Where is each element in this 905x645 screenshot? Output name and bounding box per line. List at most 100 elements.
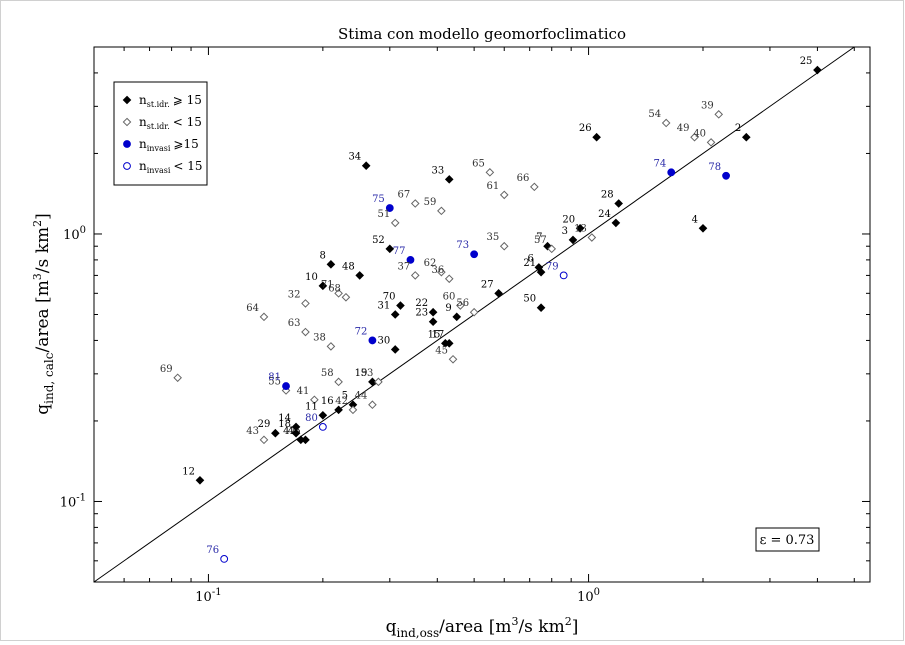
data-point-76 xyxy=(220,554,229,563)
data-point-51 xyxy=(390,218,400,228)
point-label-76: 76 xyxy=(206,545,219,556)
point-label-26: 26 xyxy=(579,123,592,134)
point-label-60: 60 xyxy=(443,292,456,303)
x-tick-label: 10-1 xyxy=(195,587,221,605)
point-label-33: 33 xyxy=(431,165,444,176)
data-point-11 xyxy=(318,410,328,420)
data-point-61 xyxy=(499,190,509,200)
legend-label-3: ninvasi ⩾15 xyxy=(139,137,199,153)
data-point-28 xyxy=(614,199,623,208)
data-point-73 xyxy=(470,250,479,259)
data-point-56 xyxy=(469,307,479,317)
data-point-21 xyxy=(536,267,546,277)
point-label-52: 52 xyxy=(372,235,385,246)
legend-label-4: ninvasi < 15 xyxy=(139,159,203,175)
data-point-20 xyxy=(575,223,585,233)
point-label-20: 20 xyxy=(562,214,575,225)
point-label-4: 4 xyxy=(692,214,698,225)
data-point-71 xyxy=(334,289,343,298)
data-point-13 xyxy=(587,233,597,242)
point-label-12: 12 xyxy=(182,466,195,477)
point-label-55: 55 xyxy=(268,376,281,387)
point-label-3: 3 xyxy=(562,226,568,237)
data-point-62 xyxy=(437,267,446,277)
data-point-55 xyxy=(281,386,291,395)
data-point-19 xyxy=(368,377,377,387)
data-point-35 xyxy=(499,241,509,251)
point-label-45: 45 xyxy=(435,345,448,356)
point-label-57: 57 xyxy=(534,235,547,246)
data-point-67 xyxy=(410,199,420,208)
data-point-80 xyxy=(318,423,327,431)
legend-marker-4 xyxy=(123,162,131,170)
point-label-73: 73 xyxy=(456,240,469,251)
legend-label-2: nst.idr. < 15 xyxy=(139,115,202,131)
data-point-22 xyxy=(428,307,438,317)
point-label-77: 77 xyxy=(393,246,406,257)
data-point-57 xyxy=(547,244,557,254)
data-point-72 xyxy=(368,336,377,345)
point-label-36: 36 xyxy=(431,265,444,276)
point-label-70: 70 xyxy=(383,292,396,303)
data-point-81 xyxy=(282,382,290,390)
point-label-31: 31 xyxy=(377,301,390,312)
point-label-53: 53 xyxy=(361,368,374,379)
data-point-54 xyxy=(661,118,671,128)
data-point-24 xyxy=(611,218,621,228)
point-label-46: 46 xyxy=(288,426,301,437)
data-point-39 xyxy=(714,110,724,119)
data-point-32 xyxy=(301,299,310,308)
chart-title: Stima con modello geomorfoclimatico xyxy=(338,25,626,43)
axis-ticks: 10-1 100 10-1 100 xyxy=(60,46,870,605)
point-label-40: 40 xyxy=(693,128,706,139)
point-label-41: 41 xyxy=(297,386,310,397)
point-label-62: 62 xyxy=(424,258,437,269)
point-label-34: 34 xyxy=(348,152,361,163)
epsilon-label: ε = 0.73 xyxy=(760,533,815,548)
data-point-4 xyxy=(698,223,708,233)
data-point-17 xyxy=(444,339,454,348)
point-label-59: 59 xyxy=(424,197,437,208)
data-point-70 xyxy=(396,301,405,310)
point-label-23: 23 xyxy=(415,308,428,319)
data-point-25 xyxy=(813,65,822,75)
point-label-17: 17 xyxy=(431,329,444,340)
point-label-71: 71 xyxy=(321,279,334,290)
point-label-72: 72 xyxy=(355,326,368,337)
point-label-22: 22 xyxy=(415,298,428,309)
point-label-30: 30 xyxy=(377,335,390,346)
point-label-65: 65 xyxy=(472,158,485,169)
data-point-36 xyxy=(444,274,454,284)
point-label-42: 42 xyxy=(335,396,348,407)
legend-marker-2 xyxy=(122,117,132,127)
point-label-61: 61 xyxy=(486,181,499,192)
point-label-58: 58 xyxy=(321,368,334,379)
point-label-64: 64 xyxy=(246,303,259,314)
data-point-33 xyxy=(444,175,454,184)
point-label-37: 37 xyxy=(398,261,411,272)
point-label-18: 18 xyxy=(278,419,291,430)
data-point-12 xyxy=(195,475,205,485)
data-point-7 xyxy=(543,241,552,251)
data-point-49 xyxy=(690,132,699,142)
point-label-66: 66 xyxy=(517,173,530,184)
data-point-77 xyxy=(406,255,415,264)
legend-label-1: nst.idr. ⩾ 15 xyxy=(139,93,202,109)
point-label-44: 44 xyxy=(355,391,368,402)
data-point-50 xyxy=(536,303,546,313)
point-label-24: 24 xyxy=(598,209,611,220)
point-label-5: 5 xyxy=(342,391,348,402)
data-point-18 xyxy=(291,428,301,438)
y-axis-label: qind, calc/area [m3/s km2] xyxy=(31,213,56,414)
data-point-30 xyxy=(390,345,400,354)
point-label-28: 28 xyxy=(601,189,614,200)
data-point-65 xyxy=(485,168,495,177)
legend: nst.idr. ⩾ 15 nst.idr. < 15 ninvasi ⩾15 ninvas… xyxy=(113,81,208,186)
epsilon-box xyxy=(755,527,820,552)
point-label-49: 49 xyxy=(677,123,690,134)
data-point-34 xyxy=(361,161,371,170)
data-point-26 xyxy=(592,132,601,142)
point-label-39: 39 xyxy=(701,100,714,111)
data-point-60 xyxy=(456,301,465,310)
